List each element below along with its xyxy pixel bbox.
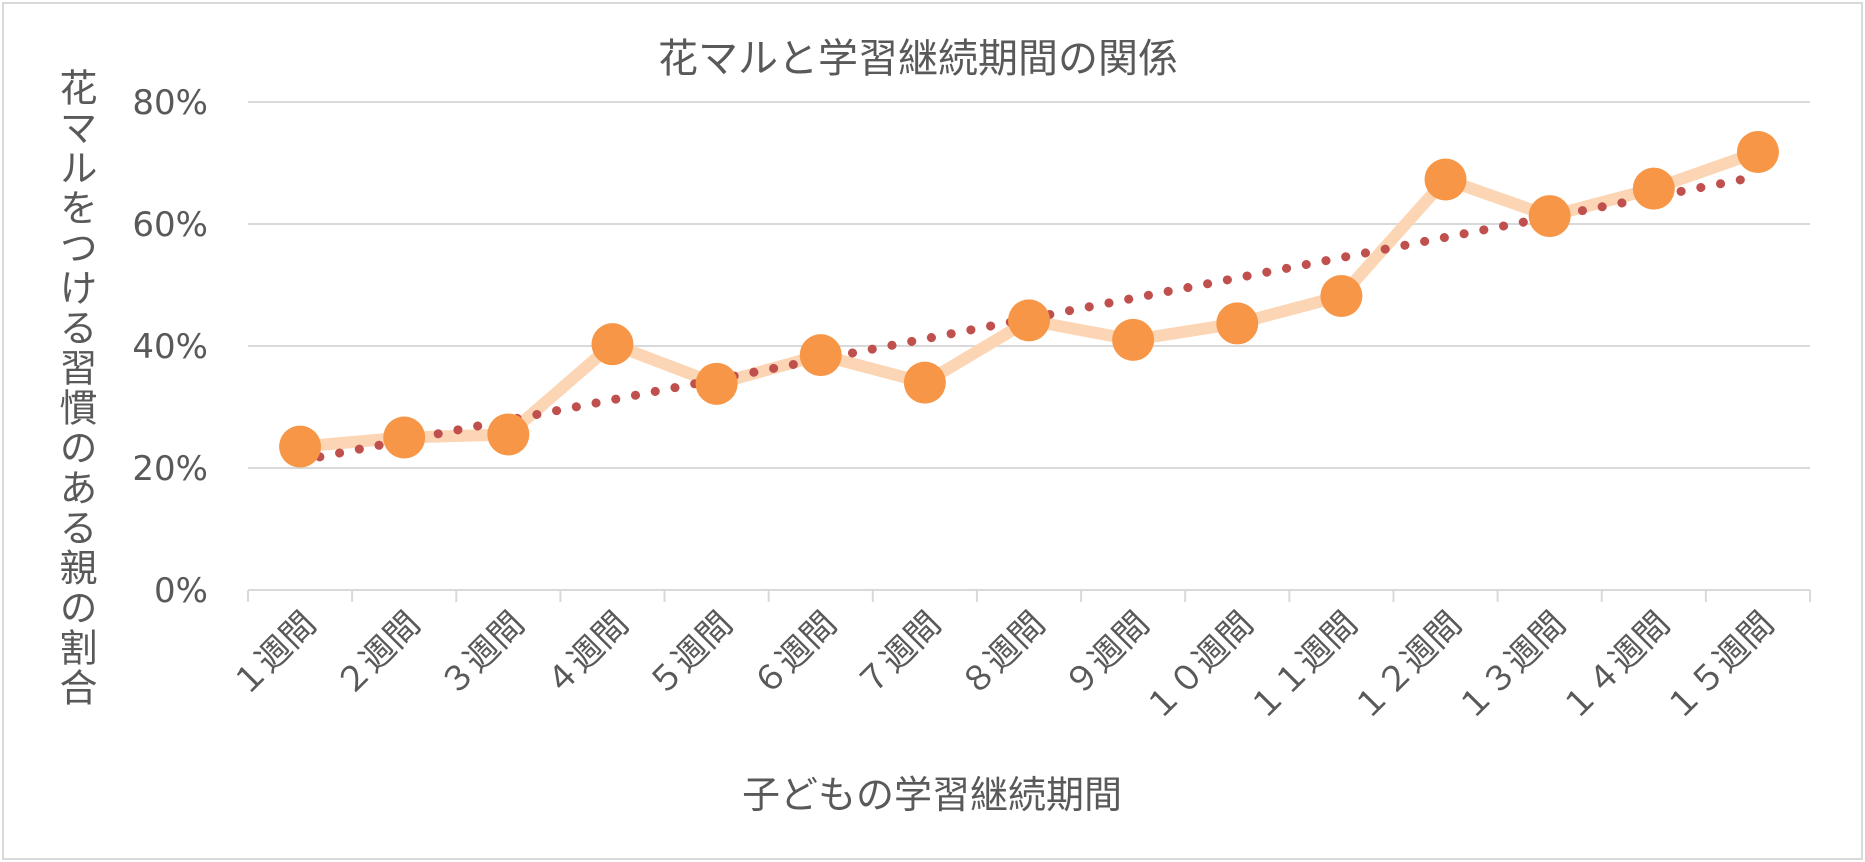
x-tick-label: １週間 <box>224 604 324 704</box>
x-tick-label: ３週間 <box>432 604 532 704</box>
y-tick-label: 80% <box>132 83 208 123</box>
x-axis-ticks: １週間 ２週間 ３週間 ４週間 ５週間 ６週間 ７週間 ８週間 ９週間１０週間１１週間１２週間１… <box>224 604 1782 728</box>
x-axis <box>247 589 1811 602</box>
y-axis-title: 花マルをつける習慣のある親の割合 <box>53 68 97 708</box>
y-axis-ticks: 0% 20% 40% 60% 80% <box>132 83 208 611</box>
x-axis-title: 子どもの学習継続期間 <box>742 773 1122 817</box>
x-tick-label: １５週間 <box>1658 604 1782 728</box>
data-point <box>1736 131 1779 174</box>
series-line <box>294 146 1764 453</box>
x-tick-label: ６週間 <box>745 604 845 704</box>
y-tick-label: 20% <box>132 449 208 489</box>
data-points <box>279 131 1779 468</box>
data-point <box>695 362 738 405</box>
y-tick-label: 60% <box>132 205 208 245</box>
data-point <box>903 361 946 404</box>
data-point <box>279 425 322 468</box>
data-point <box>1216 302 1259 345</box>
x-tick-label: ７週間 <box>849 604 949 704</box>
data-point <box>1632 167 1675 210</box>
data-point <box>1112 318 1155 361</box>
x-tick-label: １０週間 <box>1137 604 1261 728</box>
gridlines <box>248 101 1810 469</box>
data-point <box>1528 195 1571 238</box>
x-tick-label: ９週間 <box>1057 604 1157 704</box>
y-tick-label: 40% <box>132 327 208 367</box>
chart-title: 花マルと学習継続期間の関係 <box>658 36 1178 82</box>
data-point <box>1320 274 1363 317</box>
y-tick-label: 0% <box>154 571 208 611</box>
x-tick-label: ８週間 <box>953 604 1053 704</box>
x-tick-label: １３週間 <box>1450 604 1574 728</box>
data-point <box>799 334 842 377</box>
x-tick-label: １１週間 <box>1241 604 1365 728</box>
x-tick-label: ４週間 <box>536 604 636 704</box>
data-point <box>1424 158 1467 201</box>
data-point <box>591 323 634 366</box>
x-tick-label: １２週間 <box>1345 604 1469 728</box>
data-point <box>1008 299 1050 342</box>
x-tick-label: １４週間 <box>1554 604 1678 728</box>
x-tick-label: ５週間 <box>641 604 741 704</box>
x-tick-label: ２週間 <box>328 604 428 704</box>
data-point <box>383 416 426 459</box>
data-point <box>487 413 530 456</box>
